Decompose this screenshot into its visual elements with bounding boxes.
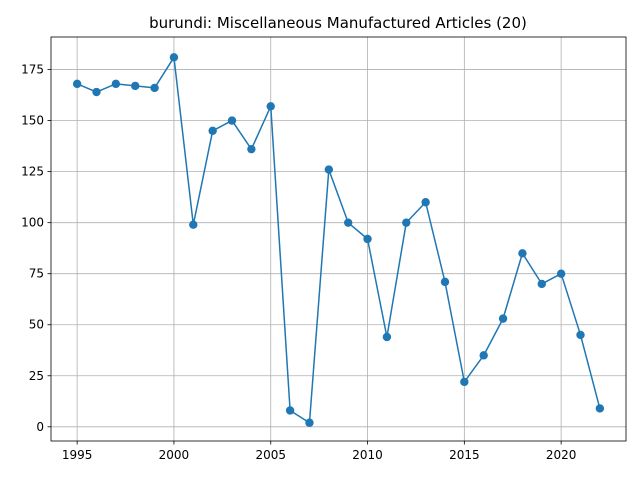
data-point [363, 234, 372, 244]
data-point [343, 218, 353, 227]
data-point [402, 218, 411, 227]
data-point [266, 102, 275, 111]
data-point [247, 144, 256, 154]
data-point [208, 126, 217, 135]
x-tick-label: 2010 [352, 448, 383, 462]
y-tick-label: 125 [21, 165, 44, 179]
data-point [382, 332, 392, 342]
data-point [227, 116, 237, 125]
data-point [576, 330, 585, 340]
x-tick-label: 2020 [546, 448, 577, 462]
series-line [76, 56, 601, 424]
axis-ticks: 1995 2000 2005 2010 2015 2020 0 25 50 75 100 125 150… [21, 63, 576, 462]
y-tick-label: 175 [21, 63, 44, 77]
chart-title: burundi: Miscellaneous Manufactured Arti… [149, 14, 527, 32]
data-point [324, 165, 334, 174]
data-point [421, 198, 430, 207]
y-tick-label: 0 [36, 420, 44, 434]
data-point [150, 83, 159, 93]
series-group [72, 53, 605, 427]
y-tick-label: 25 [29, 369, 44, 383]
x-tick-label: 2005 [255, 448, 286, 462]
data-point [111, 79, 121, 89]
data-point [498, 314, 508, 323]
y-tick-label: 50 [29, 318, 44, 332]
data-point [189, 220, 198, 229]
data-point [518, 249, 527, 258]
x-tick-label: 1995 [62, 448, 93, 462]
data-point [285, 406, 295, 415]
data-point [460, 377, 469, 387]
data-point [440, 277, 450, 287]
data-point [72, 79, 82, 89]
data-point [537, 279, 546, 289]
y-tick-label: 75 [29, 267, 44, 281]
x-tick-label: 2015 [449, 448, 480, 462]
data-point [479, 351, 488, 360]
data-point [305, 418, 314, 427]
grid [51, 37, 626, 441]
data-point [92, 87, 101, 97]
y-tick-label: 100 [21, 216, 44, 230]
data-point [169, 53, 179, 62]
data-point [595, 404, 605, 413]
data-point [131, 81, 140, 91]
plot-frame [50, 36, 627, 442]
data-point [556, 269, 566, 278]
y-tick-label: 150 [21, 114, 44, 128]
x-tick-label: 2000 [159, 448, 190, 462]
